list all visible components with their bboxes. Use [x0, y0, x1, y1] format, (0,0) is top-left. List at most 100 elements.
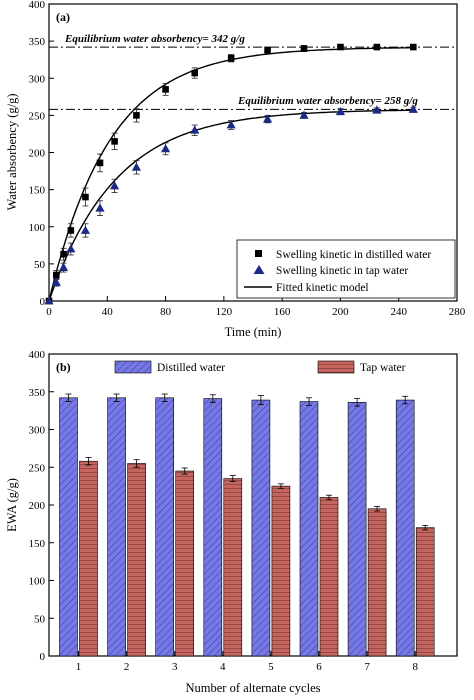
- data-point-distilled: [373, 43, 381, 51]
- x-tick-label: 2: [124, 661, 130, 673]
- bar-tap-water: [79, 460, 98, 657]
- x-tick-label: 40: [102, 306, 114, 318]
- data-point-distilled: [337, 43, 344, 51]
- chart-b-y-axis: 0 50 100 150 200 250 300 350 400: [29, 349, 54, 663]
- chart-a-x-axis: 0 40 80 120 160 200 240 280: [46, 296, 466, 318]
- bar-distilled-water: [203, 398, 223, 657]
- data-point-tap: [66, 244, 76, 253]
- x-tick-label: 1: [76, 661, 82, 673]
- chart-b-legend: Distilled water Tap water: [114, 360, 406, 374]
- y-tick-label: 150: [29, 185, 46, 197]
- chart-a-legend: Swelling kinetic in distilled water Swel…: [236, 239, 456, 299]
- y-tick-label: 400: [29, 349, 46, 361]
- legend-fit: Fitted kinetic model: [276, 282, 369, 294]
- legend-tap: Swelling kinetic in tap water: [276, 265, 408, 277]
- x-tick-label: 280: [449, 306, 466, 318]
- bar-tap-water: [367, 508, 387, 657]
- bar-tap-water: [127, 463, 146, 657]
- data-point-tap: [299, 110, 309, 119]
- chart-a-annotation-258: Equilibrium water absorbency= 258 g/g: [237, 95, 418, 107]
- legend-square-marker: [255, 250, 262, 257]
- x-tick-label: 8: [412, 661, 418, 673]
- y-tick-label: 100: [29, 222, 46, 234]
- y-tick-label: 350: [29, 387, 46, 399]
- chart-a-legend-box: [236, 239, 456, 299]
- legend-tap-water: Tap water: [360, 362, 406, 374]
- y-tick-label: 50: [34, 613, 46, 625]
- data-point-distilled: [300, 45, 308, 52]
- chart-a-points: [44, 43, 418, 305]
- y-tick-label: 200: [29, 148, 46, 160]
- x-tick-label: 3: [172, 661, 178, 673]
- data-point-distilled: [227, 54, 235, 62]
- y-tick-label: 200: [29, 500, 46, 512]
- legend-distilled-water: Distilled water: [157, 362, 225, 374]
- bar-tap-water: [319, 497, 339, 657]
- chart-a-x-axis-label: Time (min): [225, 325, 282, 339]
- data-point-tap: [335, 106, 346, 116]
- data-point-tap: [190, 125, 200, 134]
- chart-b-panel-label: (b): [56, 360, 71, 374]
- x-tick-label: 4: [220, 661, 226, 673]
- bar-distilled-water: [59, 397, 78, 657]
- chart-a-y-axis-label: Water absorbency (g/g): [5, 94, 19, 211]
- bar-distilled-water: [107, 397, 126, 657]
- chart-b: (b) 0 50 100 150 200 250 300 350 400 1 2 3 4 5 6 7 8 EW…: [5, 349, 458, 695]
- bar-tap-water: [415, 527, 435, 657]
- y-tick-label: 300: [29, 425, 46, 437]
- data-point-tap: [58, 262, 69, 271]
- data-point-distilled: [409, 43, 417, 51]
- data-point-tap: [44, 296, 54, 305]
- chart-a: (a) 0 50 100 150 200 250 300 350 400 0 40 80 120 160…: [5, 0, 466, 339]
- data-point-tap: [372, 105, 382, 114]
- y-tick-label: 100: [29, 576, 46, 588]
- bar-tap-water: [223, 478, 243, 657]
- legend-triangle-marker: [253, 265, 265, 274]
- data-point-tap: [80, 225, 91, 234]
- x-tick-label: 200: [332, 306, 349, 318]
- chart-b-bars: [59, 393, 435, 657]
- x-tick-label: 6: [316, 661, 322, 673]
- data-point-tap: [51, 277, 61, 286]
- y-tick-label: 150: [29, 538, 46, 550]
- x-tick-label: 160: [274, 306, 291, 318]
- x-tick-label: 0: [46, 306, 52, 318]
- data-point-distilled: [52, 271, 60, 279]
- chart-a-panel-label: (a): [56, 10, 70, 24]
- y-tick-label: 0: [40, 651, 46, 663]
- y-tick-label: 250: [29, 462, 46, 474]
- bar-tap-water: [271, 485, 291, 657]
- data-point-distilled: [191, 69, 199, 77]
- data-point-distilled: [264, 46, 271, 54]
- legend-distilled: Swelling kinetic in distilled water: [276, 249, 431, 261]
- data-point-tap: [408, 104, 418, 113]
- data-point-distilled: [96, 159, 104, 167]
- data-point-distilled: [162, 86, 169, 93]
- chart-a-reference-lines: [49, 46, 457, 110]
- bar-distilled-water: [395, 399, 415, 657]
- y-tick-label: 0: [40, 296, 46, 308]
- bar-tap-water: [175, 470, 194, 657]
- x-tick-label: 5: [268, 661, 274, 673]
- x-tick-label: 80: [160, 306, 172, 318]
- chart-a-annotation-342: Equilibrium water absorbency= 342 g/g: [64, 33, 245, 45]
- bar-distilled-water: [299, 401, 319, 657]
- y-tick-label: 50: [34, 259, 46, 271]
- data-point-distilled: [133, 112, 140, 119]
- data-point-tap: [109, 181, 120, 190]
- bar-distilled-water: [155, 397, 174, 657]
- data-point-tap: [131, 162, 142, 171]
- y-tick-label: 250: [29, 110, 46, 122]
- data-point-distilled: [67, 227, 75, 234]
- data-point-tap: [160, 143, 171, 153]
- chart-b-x-axis: 1 2 3 4 5 6 7 8: [76, 651, 418, 673]
- chart-b-y-axis-label: EWA (g/g): [5, 478, 19, 532]
- data-point-tap: [262, 114, 273, 123]
- y-tick-label: 350: [29, 36, 46, 48]
- x-tick-label: 240: [390, 306, 407, 318]
- bar-distilled-water: [251, 399, 271, 657]
- data-point-tap: [226, 120, 236, 129]
- y-tick-label: 400: [29, 0, 46, 11]
- data-point-distilled: [111, 138, 118, 145]
